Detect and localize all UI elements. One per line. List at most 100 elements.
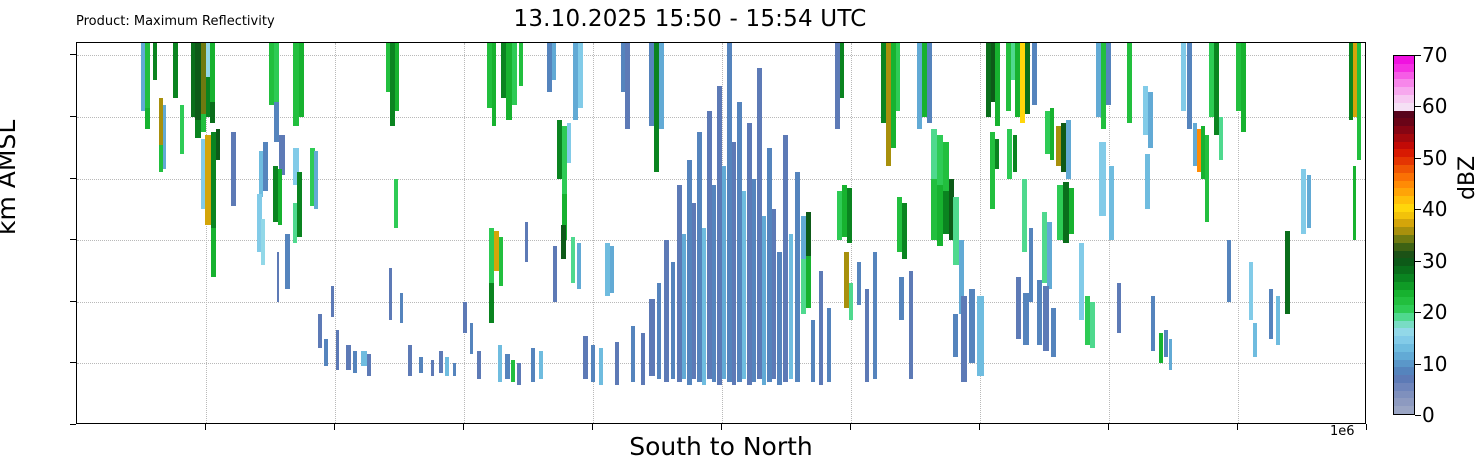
colorbar-segment — [1394, 79, 1414, 88]
reflectivity-segment — [331, 286, 334, 318]
reflectivity-segment — [210, 43, 215, 102]
reflectivity-segment — [909, 270, 913, 379]
x-tick-mark — [334, 424, 335, 430]
colorbar-segment — [1394, 258, 1414, 267]
reflectivity-segment — [394, 178, 398, 228]
y-tick-mark — [70, 362, 76, 364]
colorbar-segment — [1394, 63, 1414, 72]
reflectivity-segment — [1164, 329, 1168, 358]
colorbar-tick-label: 0 — [1422, 403, 1435, 427]
reflectivity-segment — [649, 43, 654, 127]
reflectivity-segment — [1063, 181, 1069, 244]
reflectivity-segment — [1061, 123, 1066, 173]
reflectivity-segment — [937, 135, 943, 185]
product-annotation: Product: Maximum Reflectivity — [76, 14, 275, 29]
reflectivity-segment — [274, 101, 279, 142]
reflectivity-segment — [990, 132, 995, 210]
reflectivity-segment — [610, 246, 614, 293]
reflectivity-segment — [837, 190, 842, 241]
reflectivity-segment — [571, 237, 575, 284]
reflectivity-segment — [605, 243, 610, 296]
colorbar-segment — [1394, 297, 1414, 306]
colorbar-segment — [1394, 87, 1414, 95]
reflectivity-segment — [795, 172, 800, 382]
colorbar-tick-label: 70 — [1422, 43, 1448, 67]
reflectivity-segment — [1285, 230, 1290, 315]
colorbar-tick-mark — [1415, 106, 1421, 108]
colorbar-segment — [1394, 102, 1414, 111]
reflectivity-segment — [1151, 295, 1155, 352]
reflectivity-segment — [419, 357, 423, 373]
reflectivity-segment — [789, 234, 793, 379]
reflectivity-segment — [561, 224, 566, 259]
gridline-vertical — [980, 43, 981, 423]
reflectivity-segment — [361, 351, 367, 367]
reflectivity-segment — [299, 43, 304, 117]
gridline-vertical — [335, 43, 336, 423]
colorbar-segment — [1394, 289, 1414, 298]
reflectivity-segment — [857, 261, 861, 305]
colorbar-segment — [1394, 351, 1414, 360]
reflectivity-segment — [747, 123, 752, 385]
reflectivity-segment — [195, 43, 201, 121]
reflectivity-segment — [953, 197, 959, 265]
reflectivity-segment — [1349, 43, 1353, 121]
reflectivity-segment — [1066, 120, 1071, 179]
reflectivity-segment — [353, 351, 357, 373]
reflectivity-segment — [1148, 92, 1153, 148]
reflectivity-segment — [1219, 116, 1223, 161]
colorbar-tick-mark — [1415, 157, 1421, 159]
reflectivity-segment — [961, 295, 967, 382]
reflectivity-segment — [1301, 169, 1306, 234]
reflectivity-segment — [1042, 212, 1047, 284]
reflectivity-segment — [762, 215, 766, 385]
reflectivity-segment — [1099, 141, 1106, 216]
reflectivity-segment — [277, 252, 279, 302]
gridline-vertical — [464, 43, 465, 423]
reflectivity-segment — [511, 360, 515, 382]
colorbar-segment — [1394, 328, 1414, 337]
reflectivity-segment — [573, 43, 578, 121]
reflectivity-segment — [654, 43, 659, 173]
reflectivity-segment — [819, 270, 823, 385]
reflectivity-segment — [445, 357, 449, 376]
reflectivity-segment — [742, 190, 746, 379]
reflectivity-segment — [195, 120, 201, 139]
reflectivity-segment — [899, 277, 904, 321]
reflectivity-segment — [1023, 292, 1029, 345]
reflectivity-segment — [293, 203, 297, 244]
colorbar-segment — [1394, 71, 1414, 80]
reflectivity-segment — [1020, 43, 1025, 124]
reflectivity-segment — [159, 98, 163, 145]
reflectivity-segment — [902, 203, 907, 259]
reflectivity-segment — [615, 341, 619, 385]
x-axis-exponent: 1e6 — [1330, 424, 1355, 439]
reflectivity-segment — [1029, 227, 1033, 302]
reflectivity-segment — [173, 43, 178, 99]
reflectivity-segment — [1011, 43, 1015, 80]
reflectivity-segment — [977, 295, 984, 376]
reflectivity-segment — [487, 43, 492, 108]
y-tick-mark — [70, 177, 76, 179]
reflectivity-segment — [231, 132, 236, 207]
reflectivity-segment — [336, 329, 339, 370]
x-tick-mark — [463, 424, 464, 430]
x-tick-mark — [1108, 424, 1109, 430]
reflectivity-segment — [707, 110, 712, 379]
reflectivity-segment — [346, 344, 351, 370]
reflectivity-segment — [318, 314, 322, 348]
reflectivity-segment — [531, 347, 535, 382]
colorbar-segment — [1394, 242, 1414, 251]
reflectivity-segment — [986, 43, 991, 117]
colorbar — [1393, 55, 1415, 415]
colorbar-segment — [1394, 133, 1414, 142]
reflectivity-segment — [1227, 240, 1231, 302]
reflectivity-segment — [211, 132, 216, 228]
colorbar-segment — [1394, 250, 1414, 259]
reflectivity-segment — [943, 190, 949, 234]
reflectivity-segment — [259, 150, 263, 198]
colorbar-segment — [1394, 149, 1414, 158]
reflectivity-segment — [1006, 43, 1011, 111]
reflectivity-segment — [1169, 338, 1172, 370]
